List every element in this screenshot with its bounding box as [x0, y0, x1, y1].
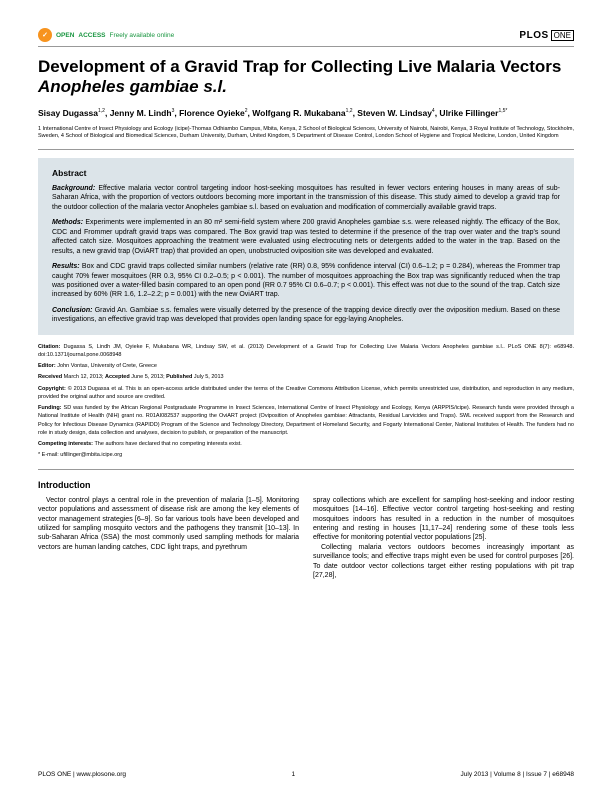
title-text: Development of a Gravid Trap for Collect… — [38, 57, 561, 76]
citation: Citation: Dugassa S, Lindh JM, Oyieke F,… — [38, 343, 574, 360]
funding: Funding: SD was funded by the African Re… — [38, 404, 574, 437]
dates: Received March 12, 2013; Accepted June 5… — [38, 373, 574, 381]
competing: Competing interests: The authors have de… — [38, 440, 574, 448]
plos-text: PLOS — [519, 30, 548, 41]
lock-open-icon: ✓ — [38, 28, 52, 42]
header-bar: ✓ OPEN ACCESS Freely available online PL… — [38, 28, 574, 47]
column-left: Vector control plays a central role in t… — [38, 496, 299, 581]
corresponding-email: * E-mail: ufillinger@mbita.icipe.org — [38, 451, 574, 459]
copyright: Copyright: © 2013 Dugassa et al. This is… — [38, 385, 574, 402]
footer-page: 1 — [291, 771, 295, 778]
intro-para2: Collecting malaria vectors outdoors beco… — [313, 543, 574, 581]
open-access-badge: ✓ OPEN ACCESS Freely available online — [38, 28, 174, 42]
abstract-results: Results: Box and CDC gravid traps collec… — [52, 262, 560, 300]
author-list: Sisay Dugassa1,2, Jenny M. Lindh3, Flore… — [38, 108, 574, 120]
abstract-box: Abstract Background: Effective malaria v… — [38, 158, 574, 335]
column-right: spray collections which are excellent fo… — [313, 496, 574, 581]
body-columns: Vector control plays a central role in t… — [38, 496, 574, 581]
journal-logo: PLOSONE — [519, 30, 574, 41]
open-label: OPEN — [56, 32, 74, 39]
introduction-heading: Introduction — [38, 480, 574, 490]
freely-label: Freely available online — [110, 32, 175, 39]
metadata-block: Citation: Dugassa S, Lindh JM, Oyieke F,… — [38, 343, 574, 470]
title-species: Anopheles gambiae s.l. — [38, 77, 227, 96]
article-title: Development of a Gravid Trap for Collect… — [38, 57, 574, 98]
abstract-background: Background: Effective malaria vector con… — [52, 184, 560, 212]
access-label: ACCESS — [78, 32, 105, 39]
abstract-methods: Methods: Experiments were implemented in… — [52, 218, 560, 256]
footer-left: PLOS ONE | www.plosone.org — [38, 771, 126, 778]
intro-para1-cont: spray collections which are excellent fo… — [313, 496, 574, 543]
one-text: ONE — [551, 30, 574, 41]
editor: Editor: John Vontas, University of Crete… — [38, 362, 574, 370]
page-footer: PLOS ONE | www.plosone.org 1 July 2013 |… — [38, 771, 574, 778]
footer-right: July 2013 | Volume 8 | Issue 7 | e68948 — [461, 771, 574, 778]
abstract-conclusion: Conclusion: Gravid An. Gambiae s.s. fema… — [52, 306, 560, 325]
intro-para1: Vector control plays a central role in t… — [38, 496, 299, 553]
affiliations: 1 International Centre of Insect Physiol… — [38, 126, 574, 150]
abstract-heading: Abstract — [52, 168, 560, 178]
